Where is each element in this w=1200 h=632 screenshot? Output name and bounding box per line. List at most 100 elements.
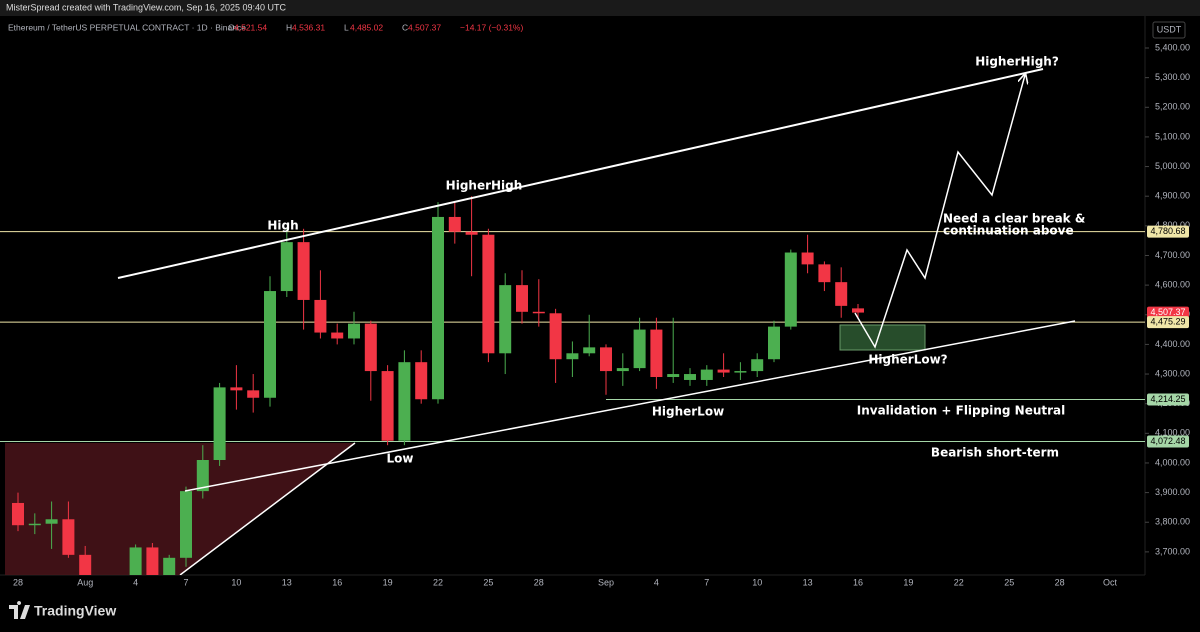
currency[interactable]: USDT [1157, 24, 1182, 34]
candle-body [583, 347, 596, 354]
x-tick-label: 10 [752, 577, 762, 587]
candle-body [667, 374, 680, 378]
x-tick-label: 25 [483, 577, 493, 587]
x-tick-label: 28 [13, 577, 23, 587]
candle-body [45, 519, 58, 524]
candle-body [465, 231, 478, 235]
price-tag-label: 4,780.68 [1150, 226, 1185, 236]
annotation: Invalidation + Flipping Neutral [857, 404, 1066, 418]
annotation: Low [387, 452, 414, 466]
y-tick-label: 4,700.00 [1155, 250, 1190, 260]
x-tick-label: 19 [903, 577, 913, 587]
brand: TradingView [34, 603, 116, 619]
candle-body [650, 329, 663, 378]
candle-body [768, 326, 780, 360]
x-tick-label: 13 [803, 577, 813, 587]
target-zone [839, 324, 926, 351]
candle-body [801, 252, 814, 265]
candle-body [297, 242, 310, 300]
footer [0, 592, 1200, 632]
candle-body [196, 459, 209, 492]
trend-line [184, 320, 1076, 492]
x-tick-label: 7 [704, 577, 709, 587]
ohlc-value: 4,536.31 [292, 22, 325, 32]
candle-body [852, 308, 864, 313]
logo [9, 601, 30, 619]
y-tick-label: 4,900.00 [1155, 191, 1190, 201]
candle-body [230, 387, 243, 391]
candle-body [616, 368, 629, 372]
x-tick-label: Oct [1103, 577, 1118, 587]
candle-body [684, 374, 696, 380]
candle-body [549, 313, 562, 360]
price-tag [1147, 393, 1189, 406]
candle-body [381, 371, 394, 441]
y-tick-label: 4,000.00 [1155, 457, 1190, 467]
attribution: MisterSpread created with TradingView.co… [6, 2, 286, 12]
ohlc-value: 4,485.02 [350, 22, 383, 32]
price-tag [1147, 316, 1189, 329]
candle-body [264, 291, 276, 398]
change: −14.17 (−0.31%) [460, 22, 523, 32]
x-tick-label: 22 [954, 577, 964, 587]
currency-box[interactable] [1152, 21, 1186, 39]
candle-body [28, 523, 41, 526]
projection-path [854, 75, 1025, 349]
ohlc-value: 4,521.54 [234, 22, 267, 32]
y-tick-label: 4,300.00 [1155, 368, 1190, 378]
y-tick-label: 3,800.00 [1155, 517, 1190, 527]
candle-body [163, 557, 176, 575]
x-tick-label: 22 [433, 577, 443, 587]
price-tag-label: 4,507.37 [1150, 307, 1185, 317]
price-tag [1147, 435, 1189, 448]
candle-body [62, 519, 75, 555]
annotation: HigherLow [652, 405, 724, 419]
x-tick-label: 4 [654, 577, 659, 587]
price-tag [1147, 306, 1189, 319]
candle-body [516, 285, 528, 312]
candle-body [566, 353, 579, 360]
ohlc-label: C [402, 22, 408, 32]
annotation: Need a clear break & [943, 212, 1085, 226]
annotation: Bearish short-term [931, 446, 1059, 460]
candle-body [835, 282, 848, 306]
candle-body [180, 491, 192, 558]
candle-body [751, 359, 764, 372]
candle-body [784, 252, 797, 327]
y-tick-label: 5,200.00 [1155, 102, 1190, 112]
candle-body [129, 547, 142, 575]
annotation: High [267, 219, 298, 233]
candle-body [280, 242, 293, 292]
y-tick-label: 5,400.00 [1155, 42, 1190, 52]
candle-body [717, 369, 730, 373]
candle-body [79, 554, 92, 575]
x-tick-label: 16 [853, 577, 863, 587]
y-tick-label: 4,100.00 [1155, 428, 1190, 438]
annotation: HigherLow? [868, 353, 947, 367]
y-tick-label: 4,600.00 [1155, 279, 1190, 289]
y-tick-label: 3,700.00 [1155, 546, 1190, 556]
price-tag [1147, 225, 1189, 238]
candle-body [499, 285, 512, 354]
candle-body [348, 323, 360, 339]
candle-body [482, 234, 495, 354]
y-tick-label: 4,400.00 [1155, 339, 1190, 349]
ohlc-value: 4,507.37 [408, 22, 441, 32]
candle-body [532, 311, 545, 314]
x-tick-label: 10 [231, 577, 241, 587]
ohlc-label: H [286, 22, 292, 32]
candle-body [146, 547, 159, 575]
candle-body [415, 362, 428, 400]
annotation: HigherHigh [446, 179, 523, 193]
ohlc-label: O [228, 22, 235, 32]
candle-body [734, 371, 747, 373]
price-tag-label: 4,475.29 [1150, 316, 1185, 326]
candle-body [448, 216, 461, 232]
candle-body [398, 362, 411, 441]
ohlc-label: L [344, 22, 349, 32]
x-tick-label: 19 [383, 577, 393, 587]
x-tick-label: 28 [534, 577, 544, 587]
x-tick-label: 13 [282, 577, 292, 587]
candle-body [331, 332, 344, 339]
